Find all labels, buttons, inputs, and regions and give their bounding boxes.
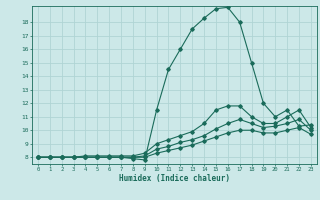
X-axis label: Humidex (Indice chaleur): Humidex (Indice chaleur): [119, 174, 230, 183]
